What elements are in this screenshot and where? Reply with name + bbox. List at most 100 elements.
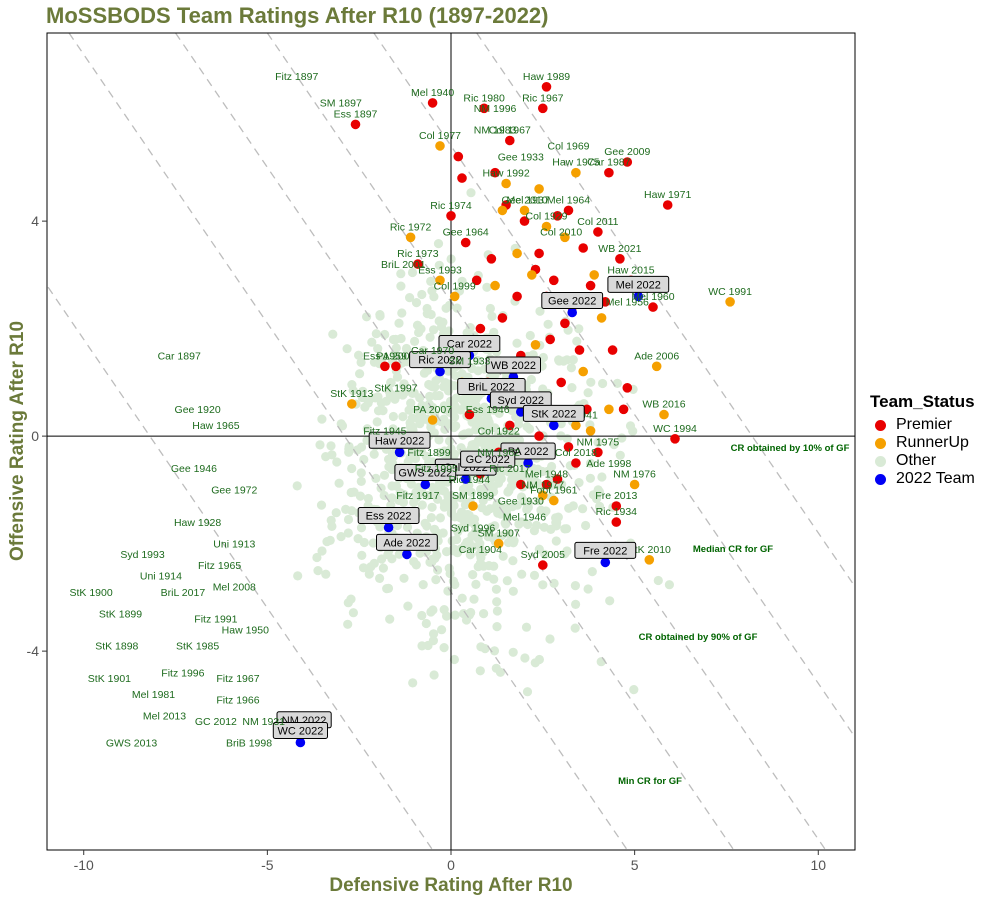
other-point <box>385 614 395 624</box>
premier-point <box>538 103 548 114</box>
chart-title: MoSSBODS Team Ratings After R10 (1897-20… <box>46 3 549 28</box>
other-point <box>317 414 327 424</box>
other-point <box>359 454 369 465</box>
other-point <box>512 338 522 348</box>
premier-point <box>611 501 622 511</box>
point-label: Mel 1940 <box>411 87 454 99</box>
other-point <box>372 417 382 427</box>
other-point <box>312 552 322 563</box>
label-box <box>541 292 604 309</box>
runnerup-point <box>596 313 607 323</box>
zero-axes <box>47 33 855 850</box>
other-point <box>354 350 364 360</box>
point-label: Mel 1981 <box>132 689 175 701</box>
other-point <box>465 323 475 333</box>
premier-point <box>460 237 471 248</box>
other-point <box>378 563 388 573</box>
legend-swatch <box>875 419 886 431</box>
other-point <box>411 298 422 308</box>
team-2022-point <box>435 366 445 377</box>
other-point <box>570 623 580 633</box>
other-point <box>572 336 582 346</box>
other-point <box>581 520 591 531</box>
point-label: SM 1899 <box>452 490 494 502</box>
other-point <box>595 501 605 511</box>
team-2022-label: BriL 2022 <box>468 382 515 394</box>
other-point <box>504 529 514 539</box>
team-2022-point <box>460 474 471 484</box>
other-point <box>534 654 545 665</box>
other-point <box>375 310 385 320</box>
team-2022-point <box>295 737 306 748</box>
point-label: PA 2004 <box>376 350 415 362</box>
other-point <box>587 567 597 577</box>
other-point <box>449 422 459 433</box>
runnerup-point <box>604 404 614 415</box>
point-label: Syd 2005 <box>521 549 566 561</box>
other-point <box>396 269 406 279</box>
point-label: Ric 1934 <box>596 506 638 518</box>
other-point <box>508 586 518 596</box>
other-point <box>585 473 596 483</box>
other-point <box>394 318 404 328</box>
runnerup-point <box>571 420 581 431</box>
other-point <box>456 405 466 415</box>
other-point <box>492 606 502 616</box>
team-2022-label: GWS 2022 <box>398 468 452 480</box>
other-point <box>629 685 639 695</box>
point-label: Fitz 1991 <box>194 614 237 626</box>
other-point <box>436 417 446 427</box>
premier-point <box>534 431 544 441</box>
point-label: Mel 1937 <box>506 194 549 206</box>
other-point <box>356 357 366 367</box>
other-point <box>460 394 470 404</box>
other-point <box>460 500 470 510</box>
other-point <box>422 303 432 314</box>
other-point <box>369 357 379 367</box>
other-point <box>417 610 427 621</box>
other-point <box>475 539 485 549</box>
other-point <box>429 629 439 639</box>
point-label: NM 1975 <box>577 436 620 448</box>
other-point <box>540 549 550 560</box>
runnerup-point <box>405 232 416 243</box>
point-label: BriL 2001 <box>381 259 426 271</box>
other-point <box>484 435 494 445</box>
other-point <box>356 468 366 478</box>
other-point <box>391 481 401 491</box>
premier-point <box>486 253 497 264</box>
team-2022-label: Ric 2022 <box>418 355 461 367</box>
other-point <box>525 473 535 483</box>
team-2022-label: Ade 2022 <box>383 537 430 549</box>
team-2022-point <box>600 557 611 568</box>
other-point <box>562 434 572 444</box>
point-label: Gee 1946 <box>171 463 217 475</box>
point-label: Ric 1980 <box>463 92 505 104</box>
other-point <box>522 504 532 515</box>
other-point <box>473 436 483 446</box>
other-point <box>568 355 578 365</box>
point-label: Col 2010 <box>540 227 582 239</box>
other-point <box>628 426 638 436</box>
point-label: Ric 1974 <box>430 200 472 212</box>
other-point <box>342 344 352 354</box>
other-point <box>434 390 444 401</box>
other-point <box>332 457 342 467</box>
point-label: WC 1994 <box>653 423 697 435</box>
other-point <box>522 687 533 697</box>
premier-point <box>563 442 574 452</box>
premier-point <box>618 404 629 415</box>
other-point <box>583 388 593 398</box>
other-point <box>379 470 390 480</box>
legend: Team_Status Premier RunnerUp Other 2022 … <box>870 392 975 488</box>
other-point <box>583 584 593 594</box>
point-label: SM 1897 <box>320 98 362 110</box>
other-point <box>387 554 397 564</box>
point-label: Ric 1944 <box>449 474 491 486</box>
point-label: GC 2012 <box>195 716 237 728</box>
other-point <box>433 565 443 575</box>
other-point <box>507 502 517 512</box>
other-point <box>605 596 615 606</box>
point-label: Haw 1965 <box>192 420 239 432</box>
point-label: Col 2018 <box>555 447 597 459</box>
